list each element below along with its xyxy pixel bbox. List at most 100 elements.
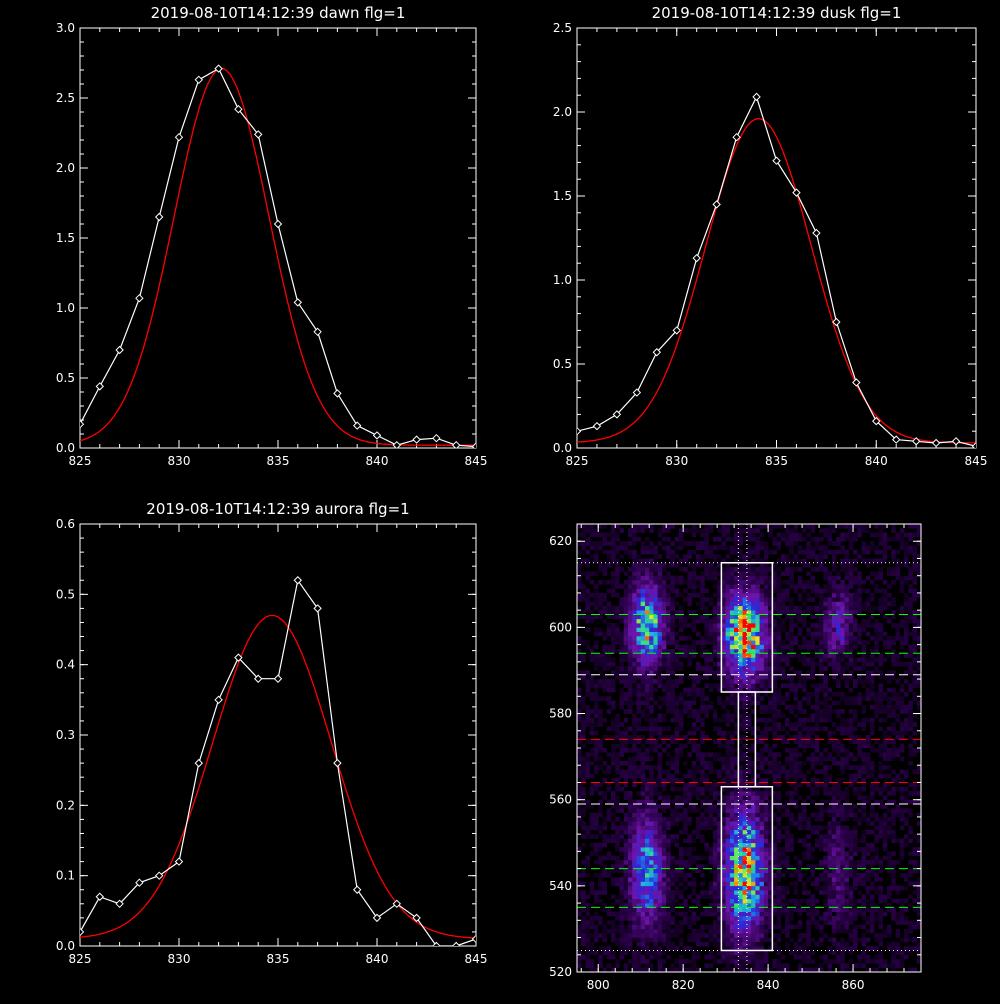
heatmap-cell — [726, 658, 731, 663]
heatmap-cell — [747, 636, 752, 641]
heatmap-cell — [730, 877, 735, 882]
heatmap-cell — [683, 619, 688, 624]
heatmap-cell — [696, 895, 701, 900]
heatmap-cell — [632, 765, 637, 770]
heatmap-cell — [704, 597, 709, 602]
heatmap-cell — [611, 938, 616, 943]
heatmap-cell — [828, 774, 833, 779]
heatmap-cell — [637, 907, 642, 912]
heatmap-cell — [726, 929, 731, 934]
heatmap-cell — [730, 847, 735, 852]
heatmap-cell — [624, 869, 629, 874]
heatmap-cell — [590, 933, 595, 938]
heatmap-cell — [819, 847, 824, 852]
heatmap-cell — [603, 933, 608, 938]
heatmap-cell — [645, 890, 650, 895]
heatmap-cell — [789, 571, 794, 576]
heatmap-cell — [670, 649, 675, 654]
heatmap-cell — [649, 834, 654, 839]
heatmap-cell — [700, 752, 705, 757]
heatmap-cell — [653, 895, 658, 900]
heatmap-cell — [662, 653, 667, 658]
heatmap-cell — [764, 718, 769, 723]
heatmap-cell — [713, 843, 718, 848]
heatmap-cell — [666, 632, 671, 637]
heatmap-cell — [692, 563, 697, 568]
heatmap-cell — [832, 627, 837, 632]
heatmap-cell — [730, 826, 735, 831]
heatmap-cell — [700, 692, 705, 697]
heatmap-cell — [653, 765, 658, 770]
heatmap-cell — [704, 550, 709, 555]
heatmap-cell — [641, 912, 646, 917]
heatmap-cell — [777, 808, 782, 813]
heatmap-cell — [675, 834, 680, 839]
heatmap-cell — [806, 597, 811, 602]
heatmap-cell — [615, 757, 620, 762]
heatmap-cell — [755, 890, 760, 895]
heatmap-cell — [704, 653, 709, 658]
heatmap-cell — [624, 933, 629, 938]
heatmap-cell — [823, 705, 828, 710]
heatmap-cell — [755, 546, 760, 551]
heatmap-cell — [679, 722, 684, 727]
heatmap-cell — [828, 869, 833, 874]
heatmap-cell — [679, 744, 684, 749]
heatmap-cell — [653, 783, 658, 788]
heatmap-cell — [662, 951, 667, 956]
heatmap-cell — [628, 623, 633, 628]
heatmap-cell — [687, 593, 692, 598]
heatmap-cell — [653, 688, 658, 693]
heatmap-cell — [615, 860, 620, 865]
heatmap-cell — [670, 778, 675, 783]
heatmap-cell — [692, 580, 697, 585]
heatmap-cell — [586, 683, 591, 688]
heatmap-cell — [615, 606, 620, 611]
heatmap-cell — [641, 550, 646, 555]
heatmap-cell — [692, 787, 697, 792]
heatmap-cell — [777, 662, 782, 667]
heatmap-cell — [620, 925, 625, 930]
heatmap-cell — [823, 709, 828, 714]
heatmap-cell — [819, 718, 824, 723]
heatmap-cell — [828, 895, 833, 900]
heatmap-cell — [590, 554, 595, 559]
heatmap-cell — [611, 584, 616, 589]
heatmap-cell — [764, 679, 769, 684]
y-tick-label: 0.0 — [553, 441, 572, 455]
heatmap-cell — [586, 563, 591, 568]
heatmap-cell — [628, 791, 633, 796]
heatmap-cell — [726, 912, 731, 917]
heatmap-cell — [687, 821, 692, 826]
heatmap-cell — [811, 761, 816, 766]
heatmap-cell — [679, 623, 684, 628]
heatmap-cell — [828, 653, 833, 658]
heatmap-cell — [687, 839, 692, 844]
heatmap-cell — [730, 912, 735, 917]
heatmap-cell — [738, 938, 743, 943]
heatmap-cell — [675, 666, 680, 671]
heatmap-cell — [653, 632, 658, 637]
heatmap-cell — [747, 593, 752, 598]
heatmap-cell — [645, 623, 650, 628]
heatmap-cell — [717, 546, 722, 551]
heatmap-cell — [709, 602, 714, 607]
heatmap-cell — [811, 912, 816, 917]
heatmap-cell — [641, 787, 646, 792]
heatmap-cell — [764, 606, 769, 611]
heatmap-cell — [645, 627, 650, 632]
heatmap-cell — [628, 761, 633, 766]
heatmap-cell — [624, 925, 629, 930]
heatmap-cell — [649, 951, 654, 956]
heatmap-cell — [751, 615, 756, 620]
heatmap-cell — [755, 856, 760, 861]
heatmap-cell — [806, 584, 811, 589]
heatmap-cell — [683, 623, 688, 628]
heatmap-cell — [709, 869, 714, 874]
heatmap-cell — [666, 563, 671, 568]
heatmap-cell — [785, 860, 790, 865]
heatmap-cell — [641, 839, 646, 844]
heatmap-cell — [645, 645, 650, 650]
heatmap-cell — [594, 851, 599, 856]
heatmap-cell — [658, 584, 663, 589]
